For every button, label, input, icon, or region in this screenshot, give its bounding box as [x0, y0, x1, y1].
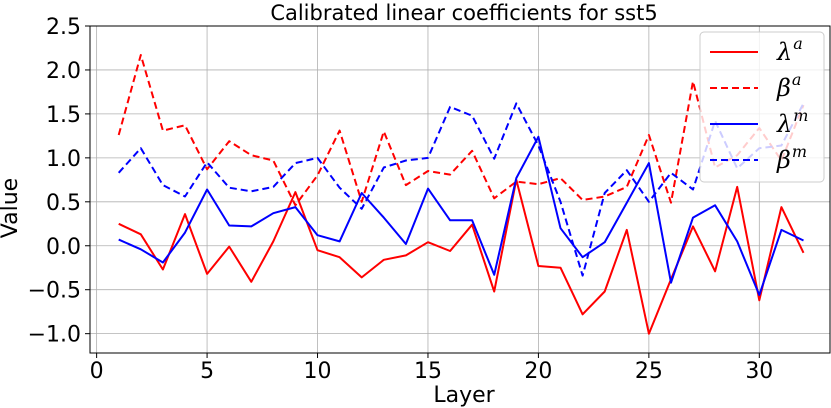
- legend-label: λa: [776, 34, 803, 66]
- x-tick-label: 5: [200, 359, 214, 384]
- legend-superscript: a: [793, 34, 803, 53]
- y-tick-label: 1.0: [46, 147, 81, 172]
- series-line-2: [118, 135, 804, 296]
- legend-superscript: m: [792, 142, 807, 161]
- chart-title: Calibrated linear coefficients for sst5: [270, 1, 657, 25]
- ticks: 0 5 10 15 20 25 30 −1.0 −0.5 0.0 0.5 1.0 1.5 2.0 2.5: [28, 15, 774, 384]
- legend-superscript: m: [793, 106, 808, 125]
- x-tick-label: 10: [304, 359, 332, 384]
- legend-box: [699, 31, 825, 183]
- series-line-0: [118, 178, 805, 335]
- x-tick-label: 0: [90, 359, 104, 384]
- series-layer: [117, 54, 805, 335]
- x-tick-label: 15: [414, 359, 442, 384]
- legend-symbol: β: [776, 146, 791, 174]
- y-tick-label: 2.5: [46, 15, 81, 40]
- series-line-3: [117, 102, 805, 277]
- legend-superscript: a: [792, 70, 802, 89]
- legend-label: λm: [776, 106, 808, 138]
- y-tick-label: 2.0: [46, 59, 81, 84]
- x-tick-label: 20: [524, 359, 552, 384]
- y-tick-label: 1.5: [46, 103, 81, 128]
- y-axis-label: Value: [0, 178, 23, 238]
- y-tick-label: 0.5: [46, 191, 81, 216]
- x-tick-label: 25: [635, 359, 663, 384]
- legend-symbol: λ: [776, 38, 792, 66]
- legend-symbol: λ: [776, 110, 792, 138]
- x-axis-label: Layer: [433, 383, 495, 408]
- legend-symbol: β: [776, 74, 791, 102]
- legend-label: βm: [776, 142, 807, 174]
- y-tick-label: −1.0: [28, 323, 81, 348]
- y-tick-label: −0.5: [28, 279, 81, 304]
- legend-label: βa: [776, 70, 801, 102]
- x-tick-label: 30: [745, 359, 773, 384]
- plot-frame: [89, 25, 831, 354]
- y-tick-label: 0.0: [46, 235, 81, 260]
- series-line-1: [117, 54, 805, 207]
